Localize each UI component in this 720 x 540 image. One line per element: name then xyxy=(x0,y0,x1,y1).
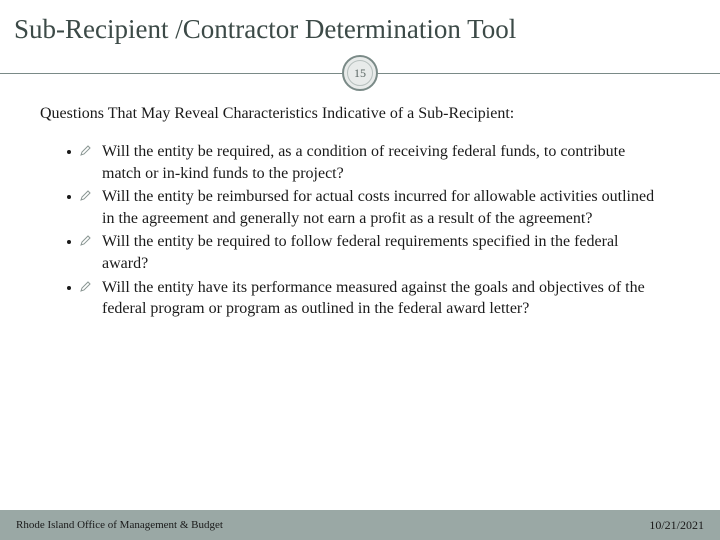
footer: Rhode Island Office of Management & Budg… xyxy=(0,510,720,540)
pencil-icon xyxy=(80,280,92,292)
list-item-text: Will the entity be required to follow fe… xyxy=(102,233,618,272)
title-rule-wrap: 15 xyxy=(0,55,720,95)
bullet-list: Will the entity be required, as a condit… xyxy=(0,135,720,320)
list-item-text: Will the entity be required, as a condit… xyxy=(102,143,625,182)
pencil-icon xyxy=(80,234,92,246)
page-title: Sub-Recipient /Contractor Determination … xyxy=(0,0,720,49)
page-number: 15 xyxy=(347,60,373,86)
pencil-icon xyxy=(80,189,92,201)
list-item: Will the entity be required to follow fe… xyxy=(82,231,668,274)
list-item: Will the entity be required, as a condit… xyxy=(82,141,668,184)
list-item-text: Will the entity have its performance mea… xyxy=(102,279,645,318)
footer-date: 10/21/2021 xyxy=(649,518,704,533)
slide: Sub-Recipient /Contractor Determination … xyxy=(0,0,720,540)
page-number-badge: 15 xyxy=(342,55,378,91)
pencil-icon xyxy=(80,144,92,156)
list-item: Will the entity be reimbursed for actual… xyxy=(82,186,668,229)
list-item: Will the entity have its performance mea… xyxy=(82,277,668,320)
subtitle: Questions That May Reveal Characteristic… xyxy=(0,95,720,135)
footer-org: Rhode Island Office of Management & Budg… xyxy=(16,519,223,531)
list-item-text: Will the entity be reimbursed for actual… xyxy=(102,188,654,227)
